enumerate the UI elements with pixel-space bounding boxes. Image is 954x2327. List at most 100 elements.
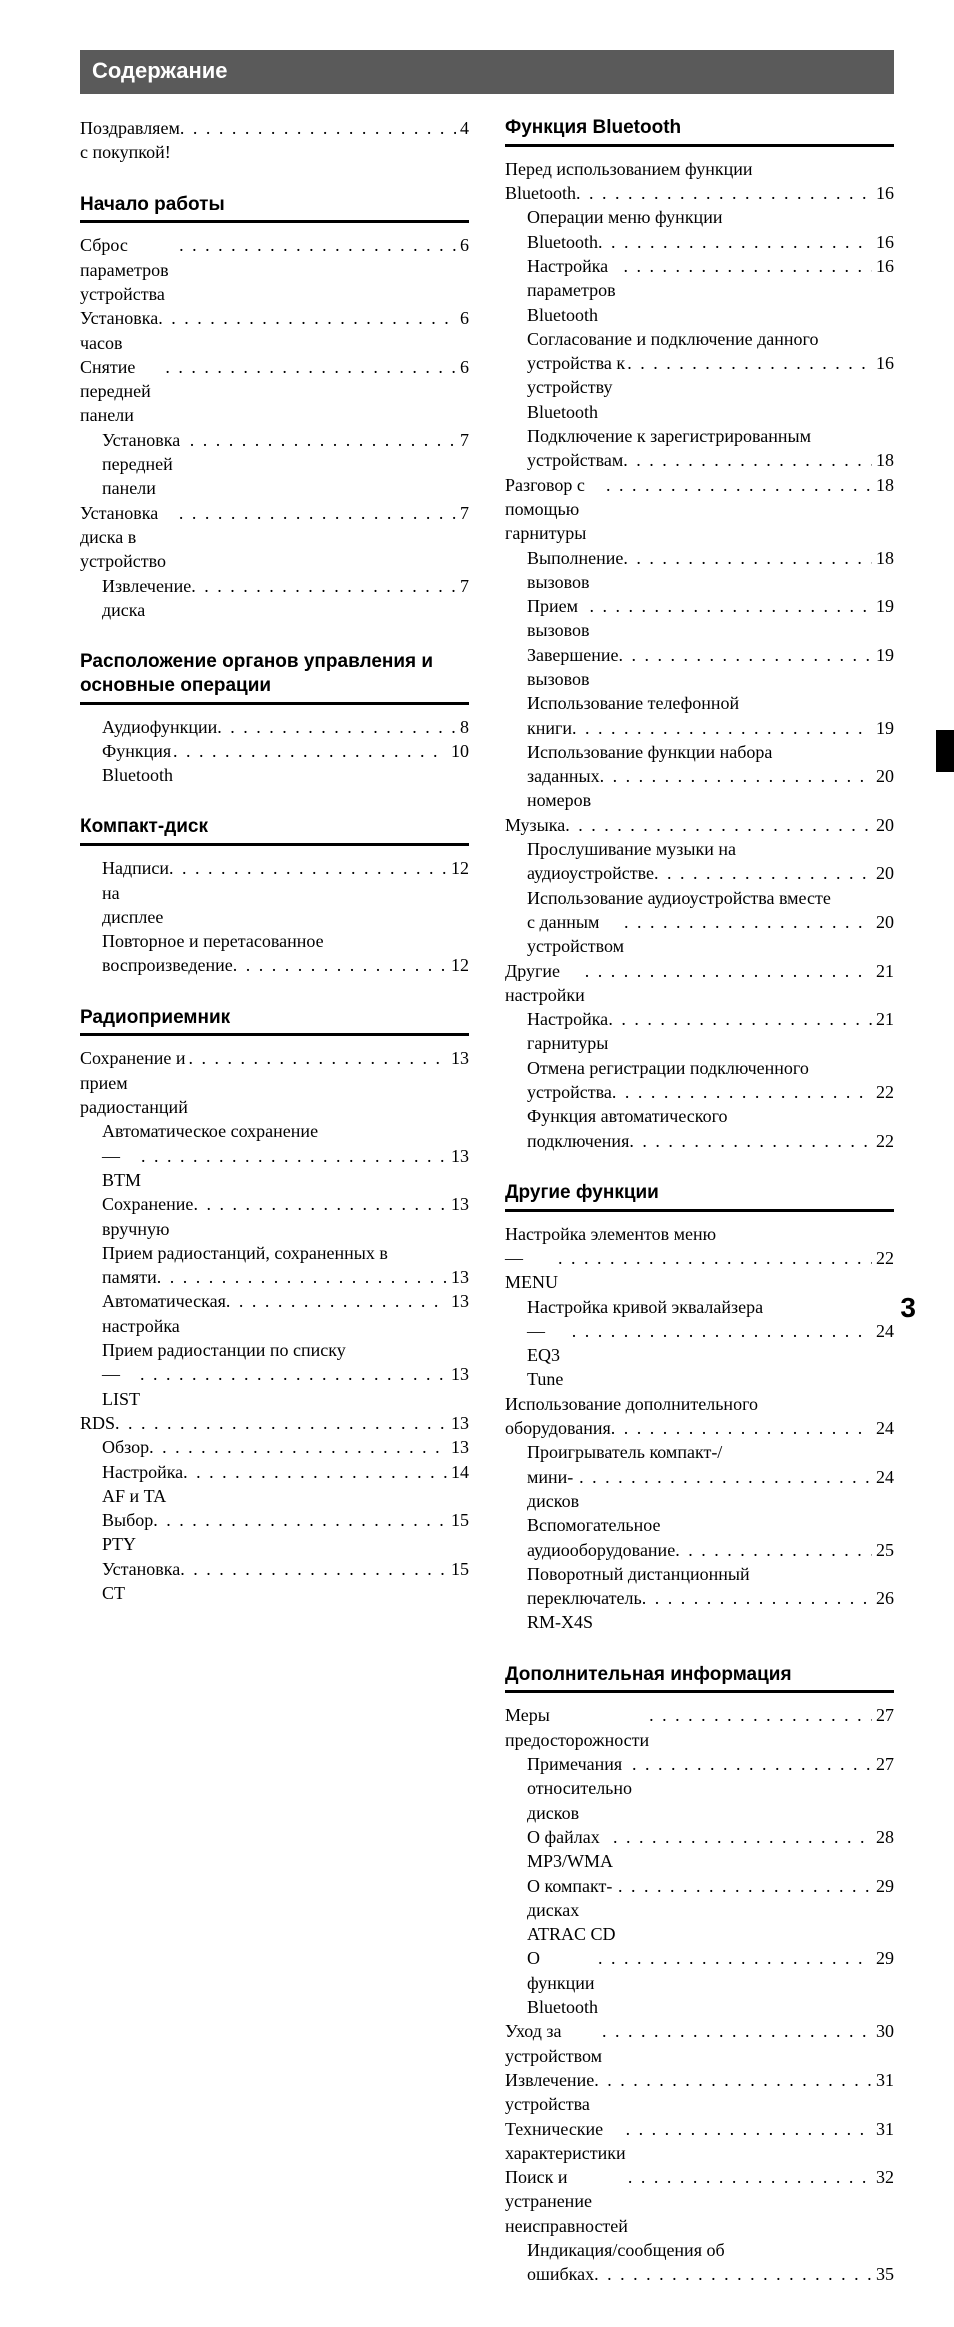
toc-entry: Bluetooth16: [505, 230, 894, 254]
toc-dots: [165, 355, 456, 379]
toc-entry: оборудования24: [505, 1416, 894, 1440]
toc-dots: [608, 1007, 872, 1031]
toc-dots: [141, 1144, 447, 1168]
toc-entry: Уход за устройством30: [505, 2019, 894, 2068]
toc-label: Сохранение вручную: [102, 1192, 193, 1241]
toc-label: RDS: [80, 1411, 115, 1435]
toc-dots: [140, 1362, 447, 1386]
toc-page: 19: [872, 716, 894, 740]
toc-entry: Настройка кривой эквалайзера: [505, 1295, 894, 1319]
toc-label: — BTM: [102, 1144, 141, 1193]
toc-entry: — MENU22: [505, 1246, 894, 1295]
toc-dots: [180, 116, 456, 140]
toc-dots: [589, 594, 872, 618]
toc-dots: [173, 739, 447, 763]
toc-entry: Сохранение и прием радиостанций13: [80, 1046, 469, 1119]
toc-label: Вспомогательное: [527, 1513, 660, 1537]
toc-page: 7: [456, 574, 469, 598]
toc-entry: Перед использованием функции: [505, 157, 894, 181]
toc-page: 6: [456, 306, 469, 330]
toc-entry: Установка CT15: [80, 1557, 469, 1606]
toc-entry: О файлах MP3/WMA28: [505, 1825, 894, 1874]
page-number: 3: [900, 1292, 916, 1324]
toc-entry: с данным устройством20: [505, 910, 894, 959]
toc-label: Настройка параметров Bluetooth: [527, 254, 623, 327]
toc-dots: [585, 959, 872, 983]
toc-dots: [572, 1319, 872, 1343]
toc-entry: Согласование и подключение данного: [505, 327, 894, 351]
toc-entry: Завершение вызовов19: [505, 643, 894, 692]
toc-entry: Использование дополнительного: [505, 1392, 894, 1416]
toc-label: Извлечение устройства: [505, 2068, 594, 2117]
toc-entry: Повторное и перетасованное: [80, 929, 469, 953]
toc-label: Выполнение вызовов: [527, 546, 623, 595]
toc-label: Настройка кривой эквалайзера: [527, 1295, 763, 1319]
toc-page: 7: [456, 428, 469, 452]
toc-label: Согласование и подключение данного: [527, 327, 818, 351]
toc-dots: [115, 1411, 447, 1435]
toc-page: 16: [872, 351, 894, 375]
toc-label: Уход за устройством: [505, 2019, 602, 2068]
toc-label: оборудования: [505, 1416, 611, 1440]
toc-entry: переключатель RM-X4S26: [505, 1586, 894, 1635]
toc-label: Проигрыватель компакт-/: [527, 1440, 722, 1464]
toc-entry: Использование телефонной: [505, 691, 894, 715]
toc-page: 16: [872, 230, 894, 254]
toc-entry: устройствам18: [505, 448, 894, 472]
toc-dots: [675, 1538, 872, 1562]
side-tab: [936, 730, 954, 772]
toc-label: Завершение вызовов: [527, 643, 619, 692]
toc-page: 29: [872, 1874, 894, 1898]
toc-label: Надписи на дисплее: [102, 856, 169, 929]
toc-page: 22: [872, 1129, 894, 1153]
toc-label: Прием радиостанции по списку: [102, 1338, 346, 1362]
toc-dots: [183, 1460, 447, 1484]
toc-label: Прием вызовов: [527, 594, 589, 643]
toc-label: ошибках: [527, 2262, 594, 2286]
toc-entry: Отмена регистрации подключенного: [505, 1056, 894, 1080]
toc-entry: О функции Bluetooth29: [505, 1946, 894, 2019]
toc-entry: мини-дисков24: [505, 1465, 894, 1514]
toc-label: Музыка: [505, 813, 565, 837]
toc-page: 27: [872, 1703, 894, 1727]
toc-entry: Настройка элементов меню: [505, 1222, 894, 1246]
toc-entry: Подключение к зарегистрированным: [505, 424, 894, 448]
toc-label: Подключение к зарегистрированным: [527, 424, 811, 448]
toc-label: Поворотный дистанционный: [527, 1562, 750, 1586]
toc-entry: — EQ3 Tune24: [505, 1319, 894, 1392]
toc-label: Технические характеристики: [505, 2117, 626, 2166]
toc-dots: [612, 1080, 872, 1104]
toc-page: 27: [872, 1752, 894, 1776]
toc-label: — EQ3 Tune: [527, 1319, 572, 1392]
toc-page: 13: [447, 1289, 469, 1313]
toc-entry: Выбор PTY15: [80, 1508, 469, 1557]
toc-page: 14: [447, 1460, 469, 1484]
toc-dots: [179, 233, 456, 257]
toc-label: Функция автоматического: [527, 1104, 728, 1128]
toc-label: Снятие передней панели: [80, 355, 165, 428]
toc-dots: [598, 230, 872, 254]
toc-label: Установка CT: [102, 1557, 180, 1606]
toc-dots: [627, 351, 872, 375]
toc-entry: Снятие передней панели6: [80, 355, 469, 428]
toc-label: Установка часов: [80, 306, 158, 355]
toc-label: О функции Bluetooth: [527, 1946, 598, 2019]
toc-label: аудиоустройстве: [527, 861, 654, 885]
toc-dots: [598, 1946, 872, 1970]
toc-dots: [149, 1435, 447, 1459]
toc-dots: [576, 181, 872, 205]
toc-entry: Автоматическое сохранение: [80, 1119, 469, 1143]
toc-entry: книги19: [505, 716, 894, 740]
toc-entry: устройства22: [505, 1080, 894, 1104]
toc-page: 10: [447, 739, 469, 763]
toc-dots: [654, 861, 872, 885]
toc-label: Операции меню функции: [527, 205, 722, 229]
toc-entry: Обзор13: [80, 1435, 469, 1459]
toc-dots: [623, 546, 872, 570]
toc-dots: [565, 813, 872, 837]
toc-dots: [602, 2019, 872, 2043]
toc-label: Автоматическое сохранение: [102, 1119, 318, 1143]
toc-label: Извлечение диска: [102, 574, 191, 623]
toc-page: 25: [872, 1538, 894, 1562]
toc-entry: Надписи на дисплее12: [80, 856, 469, 929]
